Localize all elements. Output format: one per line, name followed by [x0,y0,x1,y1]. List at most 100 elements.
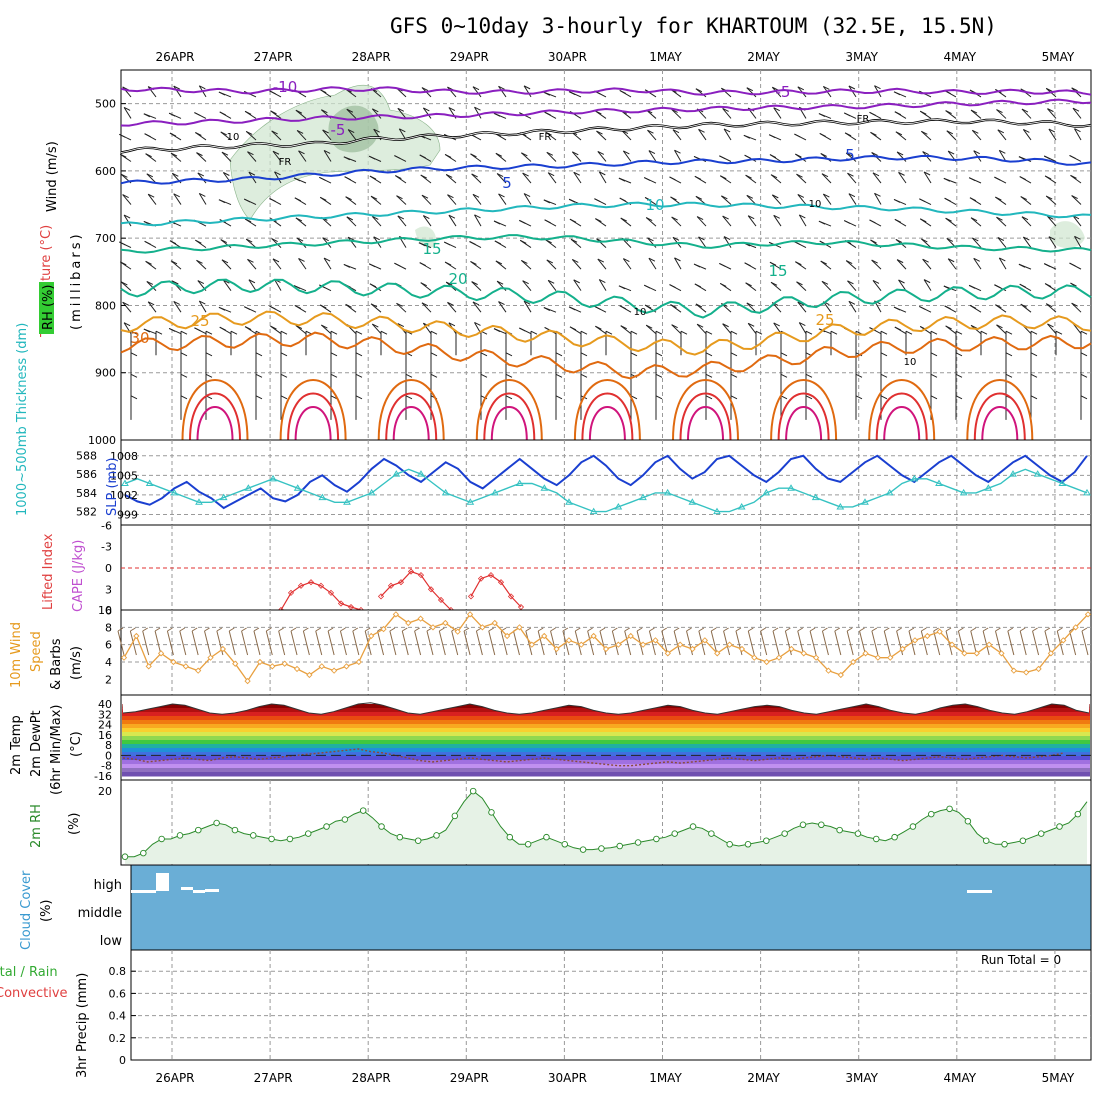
wind-barb [630,330,638,356]
date-label-top: 27APR [254,50,293,64]
wind-barb-staff [1071,302,1082,313]
contour-label-5: 5 [845,146,855,164]
wind10m-barb-flag [1057,627,1063,632]
wind-barb-flag [444,153,452,158]
wind-barb-flag [805,330,813,335]
wind-barb-staff [722,215,732,227]
wind-barb-flag [447,194,454,199]
rh-marker [543,833,550,841]
wind-barb [571,151,582,162]
wind-barb-flag [945,325,952,330]
wind-barb-flag [672,236,680,241]
wind10m-barb [710,627,718,656]
wind-barb [369,175,382,184]
wind-barb-staff [1074,236,1082,248]
thickness-tick: 588 [76,449,97,462]
wind-barb-flag [823,193,830,198]
wind-barb [1030,352,1038,377]
wind-speed-marker [133,632,140,640]
rh-marker [140,849,147,857]
wind-barb-flag [969,197,977,202]
wind-barb [355,330,363,356]
wind-barb [122,194,132,205]
wind-barb [420,174,432,184]
wind-barb-flag [169,240,177,245]
wind-barb-flag [445,174,453,178]
wind-speed-marker [207,654,214,661]
wind-barb-staff [647,129,657,141]
rh-marker [414,837,422,844]
wind-barb [571,259,582,270]
wind-barb-flag [494,240,502,245]
wind-barb [945,325,957,335]
wind-barb [745,174,757,184]
rh-marker [378,823,385,830]
wind-barb-staff [796,281,807,292]
wind10m-barb-flag [982,627,989,632]
wind-barb-flag [745,174,752,179]
wind-barb [770,174,782,184]
wind-barb [998,257,1007,270]
wind-speed-marker [343,663,350,670]
wind-barb [198,192,207,205]
rh-marker [836,826,843,834]
wind-barb [869,111,882,119]
wind-barb [298,258,307,270]
wind-barb-flag [321,109,328,114]
wind-barb-flag [396,302,403,307]
wind-barb-flag [270,325,277,330]
wind-barb [519,327,532,335]
wind-barb [619,89,632,98]
wind-barb [1080,395,1088,420]
wind-barb [598,171,607,184]
wind-barb-staff [722,323,732,335]
thickness-marker [713,507,721,515]
wind-barb-flag [319,89,327,94]
wind-barb-staff [723,236,732,248]
wind-barb-staff [898,279,907,291]
wind10m-barb-staff [414,630,422,656]
wind-barb [180,330,188,356]
wind-barb-flag [155,330,163,335]
wind-barb-flag [955,352,963,357]
wind-barb-staff [448,214,457,227]
wind-barb-flag [296,237,304,242]
wind-speed-marker [1010,667,1017,674]
chart-title: GFS 0~10day 3-hourly for KHARTOUM (32.5E… [390,14,997,38]
rh-marker [195,826,202,834]
wind-barb [270,110,282,119]
rh-marker [176,832,184,839]
precip-total-label: Total / Rain [0,965,58,980]
wind-barb [768,134,782,141]
hot-contour [883,406,921,441]
wind-barb-flag [369,175,377,180]
wind-barb [743,134,757,141]
wind10m-barb [389,627,397,656]
wind-barb-flag [1005,330,1013,335]
hot-contour [672,379,739,441]
wind-barb [545,131,557,141]
wind-barb-flag [599,279,606,283]
wind-barb-staff [1072,215,1082,227]
pressure-tick-label: 500 [95,98,116,111]
hot-contour [687,406,724,441]
wind-barb [794,133,807,141]
wind10m-barb-staff [352,630,360,656]
wind10m-barb-flag [191,627,198,632]
wind-barb [447,301,457,313]
wind-barb [130,352,138,377]
wind-barb-flag [521,152,528,157]
wind10m-barb-staff [648,630,656,656]
wind-barb-flag [1030,330,1038,335]
wind10m-tick: 8 [105,621,112,634]
wind-barb-flag [419,154,426,159]
wind10m-barb-staff [241,630,249,656]
wind-barb-flag [919,110,927,115]
wind-barb [469,241,482,249]
wind-barb-staff [747,215,757,227]
wind-barb-staff [247,151,257,162]
wind-barb [522,172,532,184]
precip-conv-label: Convective [0,986,68,1001]
